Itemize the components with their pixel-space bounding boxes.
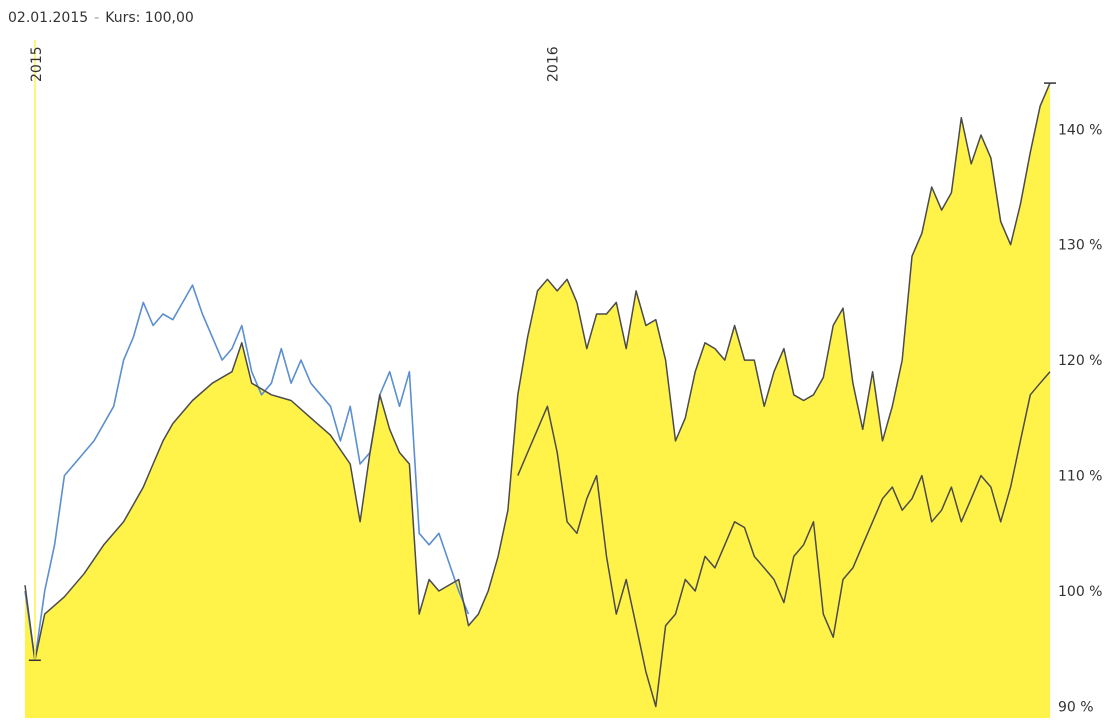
area-fill <box>25 83 1050 719</box>
y-tick-label: 90 % <box>1058 699 1094 715</box>
header-date: 02.01.2015 <box>8 10 89 26</box>
series-line-continuation <box>517 371 1051 708</box>
y-tick-label: 110 % <box>1058 469 1102 485</box>
header-separator: - <box>94 10 100 26</box>
y-tick-label: 130 % <box>1058 238 1102 254</box>
x-tick-label: 2015 <box>29 46 45 82</box>
series-line-main <box>24 82 1051 662</box>
y-tick-label: 100 % <box>1058 584 1102 600</box>
y-tick-label: 120 % <box>1058 353 1102 369</box>
chart-line-layer <box>24 82 1051 708</box>
header-kurs: Kurs: 100,00 <box>105 10 194 26</box>
chart-area-layer <box>25 83 1050 719</box>
series-line-compare <box>24 284 470 662</box>
x-axis: 2015 2016 <box>29 46 562 82</box>
y-tick-label: 140 % <box>1058 122 1102 138</box>
chart-header: 02.01.2015- Kurs: 100,00 <box>8 10 194 26</box>
y-axis: 90 % 100 % 110 % 120 % 130 % 140 % <box>1058 122 1102 715</box>
chart-marker-layer <box>28 40 1056 718</box>
x-tick-label: 2016 <box>546 46 562 82</box>
